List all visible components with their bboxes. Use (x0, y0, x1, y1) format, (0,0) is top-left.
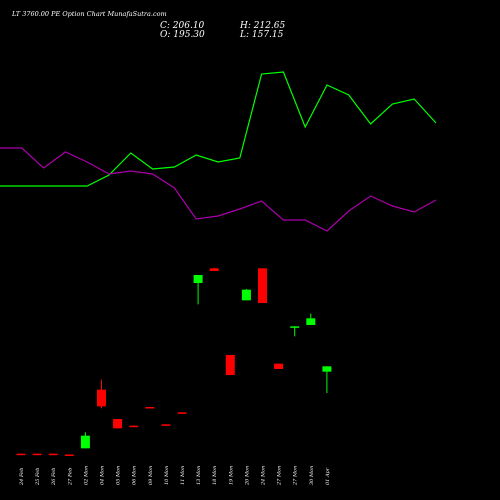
x-tick-label: 18 Mon (212, 466, 218, 485)
lower-indicator-line (0, 147, 437, 232)
x-tick-label: 24 Feb (19, 468, 25, 486)
x-tick-label: 09 Mon (148, 466, 154, 485)
chart-title: LT 3760.00 PE Option Chart MunafaSutra.c… (11, 10, 167, 18)
x-tick-label: 01 Apr (325, 467, 331, 485)
x-tick-label: 27 Mon (293, 466, 299, 486)
x-tick-label: 05 Mon (116, 466, 122, 485)
candle (306, 313, 316, 325)
candle-body (80, 435, 90, 449)
candle (241, 289, 251, 301)
high-value: H: 212.65 (239, 21, 286, 31)
candle (113, 419, 123, 429)
candle-body (129, 425, 139, 428)
x-axis-ticks: 24 Feb 25 Feb 26 Feb 27 Feb 02 Mon 04 Mon 05 M… (19, 466, 331, 486)
candle (64, 454, 74, 456)
x-tick-label: 02 Mon (83, 466, 89, 485)
x-tick-label: 04 Mon (100, 466, 106, 485)
x-tick-label: 24 Mon (261, 466, 267, 486)
open-value: O: 195.30 (160, 30, 205, 40)
candle (145, 407, 155, 409)
candle-body (97, 389, 106, 407)
candle-body (290, 326, 300, 328)
x-tick-label: 10 Mon (164, 466, 170, 485)
candle-body (241, 289, 251, 301)
candle (32, 453, 42, 456)
candle-series (16, 267, 332, 456)
candle-body (48, 453, 58, 456)
candle (97, 379, 106, 409)
close-value: C: 206.10 (160, 21, 205, 31)
x-tick-label: 06 Mon (132, 466, 138, 485)
candle (225, 355, 235, 375)
x-tick-label: 25 Feb (35, 468, 41, 486)
candle (161, 424, 171, 426)
x-tick-label: 11 Mon (180, 466, 186, 485)
x-tick-label: 27 Mon (277, 466, 283, 486)
low-value: L: 157.15 (239, 30, 284, 40)
upper-indicator-line (0, 71, 437, 187)
x-tick-label: 26 Feb (51, 468, 57, 486)
x-tick-label: 30 Mon (309, 466, 315, 485)
candle (129, 425, 139, 428)
candle (80, 432, 90, 449)
candle (48, 453, 58, 456)
candle-body (161, 424, 171, 426)
candle (177, 412, 187, 414)
candle (193, 275, 203, 305)
candle (16, 453, 26, 456)
candle-body (258, 268, 267, 303)
candle (290, 326, 300, 337)
candle (274, 363, 284, 369)
x-tick-label: 13 Mon (196, 466, 202, 485)
candle (322, 366, 332, 393)
candle-body (64, 454, 74, 456)
candle-body (274, 363, 284, 369)
candle-body (306, 318, 316, 325)
candle-body (113, 419, 123, 429)
candle-body (193, 275, 203, 283)
indicator-lines (0, 71, 437, 232)
candle-body (225, 355, 235, 375)
candle-body (32, 453, 42, 456)
candle (209, 267, 219, 271)
x-tick-label: 19 Mon (228, 466, 234, 485)
candle-body (16, 453, 26, 456)
x-tick-label: 20 Mon (244, 466, 250, 486)
candle-body (145, 407, 155, 409)
x-tick-label: 27 Feb (67, 468, 73, 486)
candle (258, 268, 267, 303)
candle-body (177, 412, 187, 414)
candle-body (322, 366, 332, 372)
candle-body (209, 268, 219, 271)
